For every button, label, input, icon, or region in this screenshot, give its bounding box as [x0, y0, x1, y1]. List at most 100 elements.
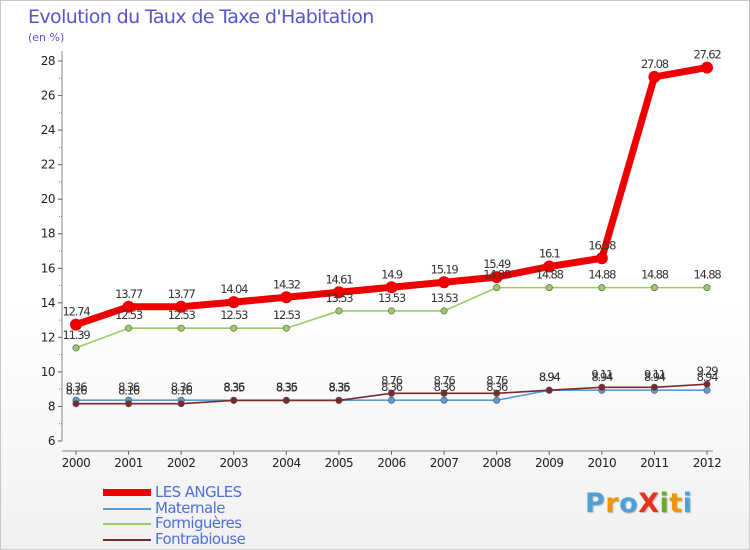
data-label: 16.58	[588, 238, 616, 252]
data-label: 8.94	[591, 370, 613, 384]
data-point	[650, 284, 658, 292]
data-point	[440, 389, 448, 397]
data-point	[175, 300, 188, 313]
data-label: 8.36	[171, 380, 193, 394]
legend-swatch	[103, 538, 151, 541]
data-point	[387, 396, 395, 404]
data-label: 8.16	[171, 384, 193, 398]
data-label: 14.32	[273, 277, 301, 291]
data-label: 27.08	[641, 57, 669, 71]
data-point	[650, 383, 658, 391]
chart-unit-label: (en %)	[28, 31, 65, 44]
data-point	[490, 271, 503, 284]
logo-letter: P	[585, 488, 606, 519]
data-point	[648, 70, 661, 83]
data-label: 8.94	[539, 370, 561, 384]
x-tick-label: 2006	[377, 456, 406, 470]
data-point	[387, 307, 395, 315]
data-point	[335, 396, 343, 404]
data-point	[493, 284, 501, 292]
data-label: 8.36	[486, 380, 508, 394]
y-tick-label: 14	[41, 296, 55, 310]
data-label: 8.94	[644, 370, 666, 384]
data-label: 13.53	[378, 291, 406, 305]
chart-series-lines	[70, 61, 713, 408]
data-label: 12.53	[115, 308, 143, 322]
data-label: 8.94	[539, 370, 561, 384]
data-label: 9.11	[591, 367, 613, 381]
data-point	[703, 380, 711, 388]
data-point	[125, 400, 133, 408]
data-label: 12.74	[63, 305, 91, 319]
legend-label: Maternale	[155, 498, 225, 517]
data-point	[125, 324, 133, 332]
data-label: 14.88	[536, 268, 564, 282]
data-label: 8.76	[434, 373, 456, 387]
x-tick-label: 2004	[272, 456, 301, 470]
data-point	[177, 324, 185, 332]
logo-letter: r	[605, 488, 620, 519]
data-point	[227, 296, 240, 309]
x-tick-label: 2003	[219, 456, 248, 470]
data-label: 8.35	[223, 380, 245, 394]
data-point	[543, 260, 556, 273]
data-point	[701, 61, 713, 74]
legend-item: Maternale	[103, 498, 333, 517]
logo-letter: o	[619, 488, 639, 519]
legend-item: LES ANGLES	[103, 483, 333, 501]
x-tick-label: 2009	[535, 456, 564, 470]
data-label: 8.36	[66, 380, 88, 394]
data-point	[335, 307, 343, 315]
data-point	[598, 383, 606, 391]
data-label: 12.53	[168, 308, 196, 322]
proxiti-logo: ProXiti	[585, 488, 692, 519]
data-label: 11.39	[63, 328, 91, 342]
data-point	[440, 396, 448, 404]
data-point	[282, 396, 290, 404]
data-label: 8.16	[66, 384, 88, 398]
legend-item: Formiguères	[103, 514, 333, 532]
data-label: 14.9	[381, 267, 403, 281]
data-label: 8.36	[434, 380, 456, 394]
data-label: 12.53	[273, 308, 301, 322]
data-point	[177, 400, 185, 408]
legend-item: Fontrabiouse	[103, 530, 333, 547]
data-label: 14.88	[483, 268, 511, 282]
data-point	[230, 396, 238, 404]
data-label: 8.76	[381, 373, 403, 387]
data-label: 14.61	[325, 272, 353, 286]
data-point	[230, 324, 238, 332]
legend-swatch	[103, 507, 151, 510]
data-label: 16.1	[539, 247, 561, 261]
y-tick-label: 22	[41, 158, 55, 172]
legend-swatch	[103, 523, 151, 525]
legend-label: Formiguères	[155, 514, 242, 532]
data-label: 13.77	[168, 287, 196, 301]
data-point	[438, 276, 451, 289]
logo-letter: X	[638, 488, 660, 519]
x-tick-label: 2008	[482, 456, 511, 470]
data-label: 14.04	[220, 282, 248, 296]
data-label: 15.19	[431, 262, 459, 276]
y-tick-label: 24	[41, 123, 55, 137]
logo-letter: t	[669, 488, 683, 519]
data-label: 14.88	[641, 268, 669, 282]
x-tick-label: 2000	[62, 456, 91, 470]
data-label: 8.35	[329, 380, 351, 394]
data-label: 15.49	[483, 257, 511, 271]
y-tick-label: 26	[41, 89, 55, 103]
legend-label: LES ANGLES	[155, 483, 242, 501]
chart-axes: 6 8 10 12 14 16 18 20 22 24 26 28 2000 2001 2002 2003 20…	[41, 51, 722, 470]
data-point	[332, 286, 345, 299]
data-label: 8.16	[118, 384, 140, 398]
y-tick-label: 18	[41, 227, 55, 241]
x-tick-label: 2012	[693, 456, 722, 470]
data-label: 9.11	[644, 367, 666, 381]
data-label: 9.29	[697, 364, 719, 378]
data-label: 8.36	[223, 380, 245, 394]
data-point	[595, 252, 608, 265]
data-label: 14.88	[588, 268, 616, 282]
data-label: 8.76	[486, 373, 508, 387]
